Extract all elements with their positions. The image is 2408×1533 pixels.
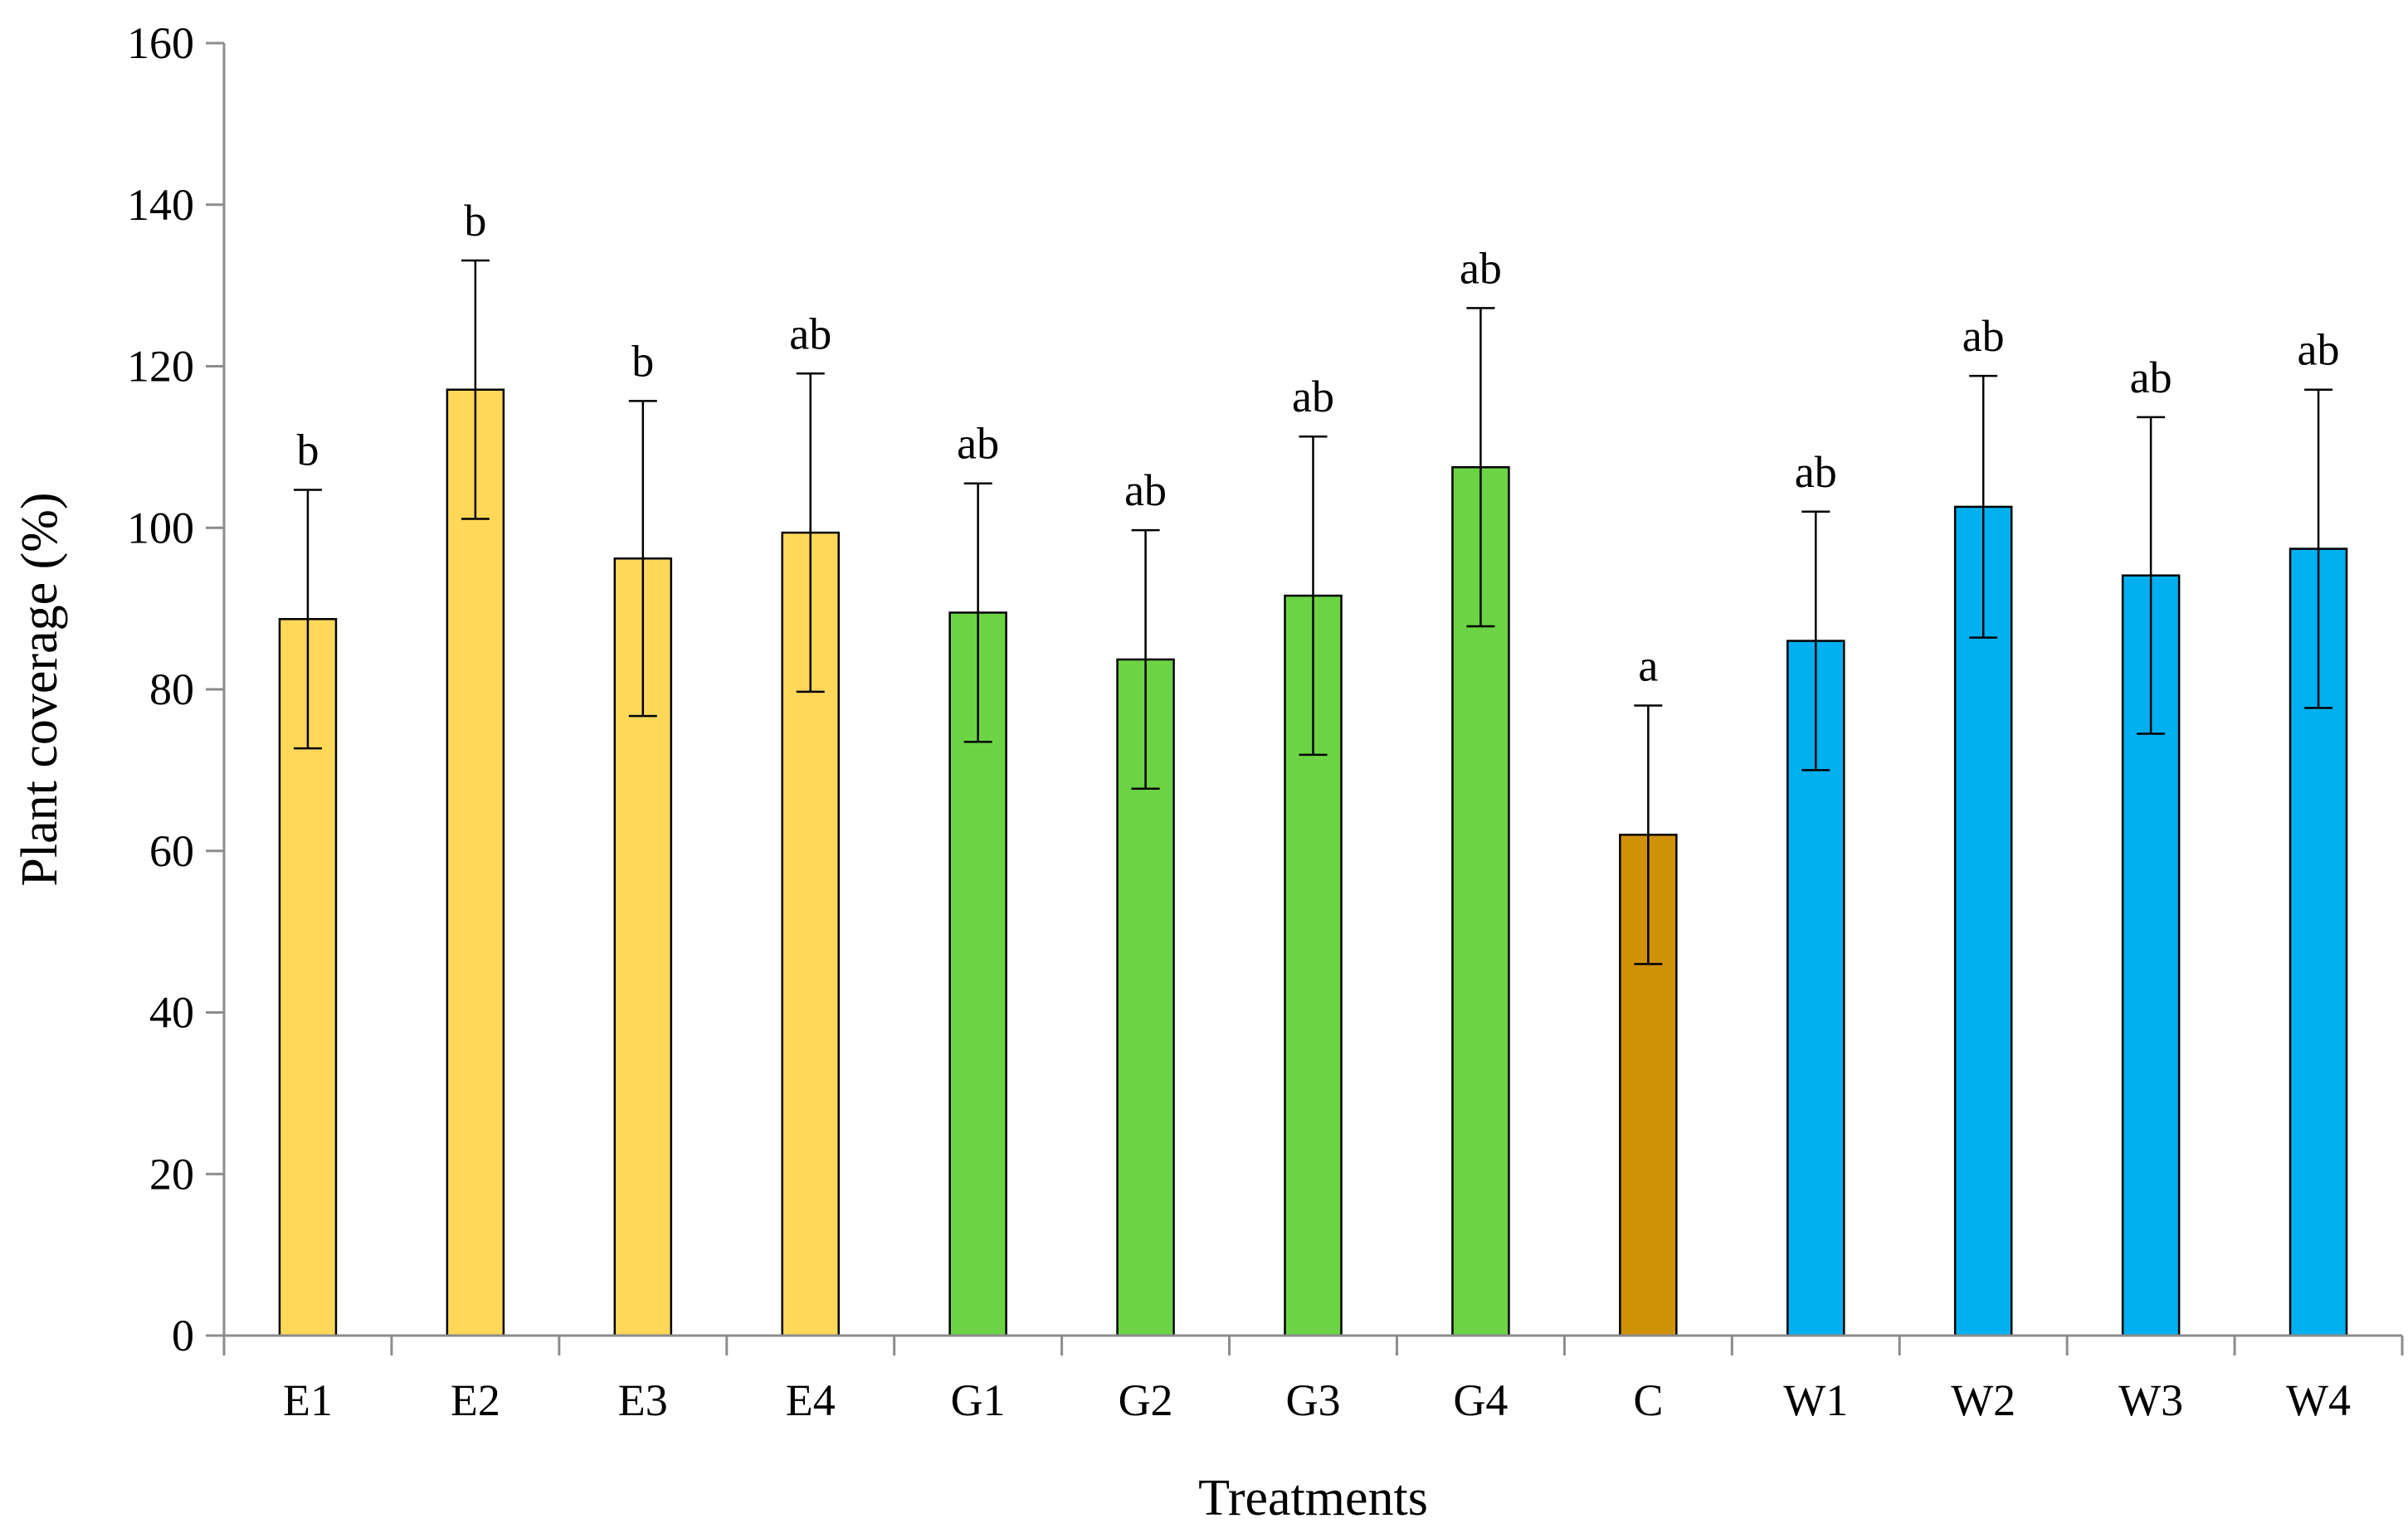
y-axis-title: Plant coverage (%): [12, 492, 68, 886]
y-tick-label: 0: [172, 1311, 194, 1360]
x-tick-label-e1: E1: [283, 1375, 333, 1425]
x-tick-label-g4: G4: [1453, 1375, 1508, 1425]
significance-label-g3: ab: [1292, 372, 1334, 421]
significance-label-e4: ab: [789, 309, 831, 358]
significance-label-w2: ab: [1962, 311, 2005, 361]
y-tick-label: 120: [127, 342, 194, 392]
x-tick-label-e3: E3: [618, 1375, 668, 1425]
significance-label-w1: ab: [1795, 447, 1837, 497]
significance-label-c: a: [1638, 640, 1658, 690]
x-ticks-group: E1 E2 E3 E4 G1 G2 G3 G4 C W1 W2 W3 W4: [222, 1336, 2404, 1425]
x-tick-label-w1: W1: [1783, 1375, 1848, 1425]
significance-label-e2: b: [464, 196, 486, 246]
x-tick-label-w3: W3: [2118, 1375, 2183, 1425]
bar-e4: [781, 531, 840, 1337]
bar-e2: [446, 388, 505, 1337]
bar-w2: [1953, 505, 2013, 1337]
significance-label-e3: b: [631, 336, 654, 386]
x-tick-label-g3: G3: [1286, 1375, 1341, 1425]
x-tick-label-e2: E2: [451, 1375, 500, 1425]
error-bars-group: [293, 259, 2333, 966]
x-tick-label-e4: E4: [786, 1375, 836, 1425]
x-tick-label-w2: W2: [1951, 1375, 2016, 1425]
y-tick-label: 40: [149, 988, 194, 1038]
y-tick-label: 80: [149, 664, 194, 714]
y-ticks-group: 0 20 40 60 80 100 120 140 160: [127, 18, 224, 1360]
significance-label-e1: b: [296, 425, 319, 474]
y-tick-label: 60: [149, 826, 194, 876]
significance-label-g1: ab: [957, 419, 999, 469]
x-tick-label-c: C: [1633, 1375, 1663, 1425]
significance-label-w4: ab: [2298, 325, 2340, 375]
x-tick-label-g2: G2: [1119, 1375, 1173, 1425]
significance-label-w3: ab: [2130, 353, 2172, 402]
x-axis-title: Treatments: [1198, 1470, 1428, 1526]
y-tick-label: 20: [149, 1149, 194, 1199]
significance-labels-group: b b b ab ab ab ab ab a ab ab ab ab: [296, 196, 2339, 691]
significance-label-g2: ab: [1124, 465, 1167, 515]
y-tick-label: 140: [127, 180, 194, 230]
y-tick-label: 160: [127, 18, 194, 68]
x-tick-label-w4: W4: [2286, 1375, 2351, 1425]
significance-label-g4: ab: [1460, 243, 1502, 293]
x-tick-label-g1: G1: [951, 1375, 1006, 1425]
y-tick-label: 100: [127, 503, 194, 552]
